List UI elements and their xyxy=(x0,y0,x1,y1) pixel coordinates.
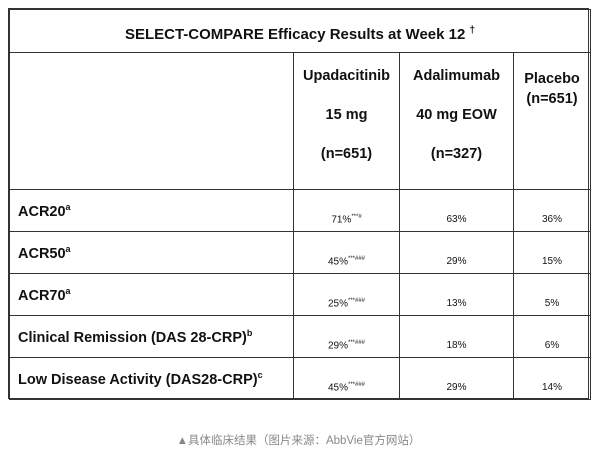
table-row: ACR50a 45%***### 29% 15% xyxy=(9,231,591,274)
cell-adalimumab: 13% xyxy=(399,273,514,316)
header-ada-n: (n=327) xyxy=(430,146,483,162)
significance-mark: ***### xyxy=(348,381,366,388)
header-upa-drug: Upadacitinib xyxy=(302,68,390,84)
cell-value: 71% xyxy=(331,214,352,225)
header-empty-cell xyxy=(9,52,294,190)
table-row: ACR70a 25%***### 13% 5% xyxy=(9,273,591,316)
header-upadacitinib: Upadacitinib 15 mg (n=651) xyxy=(293,52,400,190)
header-placebo: Placebo (n=651) xyxy=(513,52,591,190)
cell-adalimumab: 18% xyxy=(399,315,514,358)
header-upa-n: (n=651) xyxy=(320,146,373,162)
cell-upadacitinib: 29%***### xyxy=(293,315,400,358)
cell-upadacitinib: 25%***### xyxy=(293,273,400,316)
cell-placebo: 14% xyxy=(513,357,591,400)
row-footnote-mark: b xyxy=(246,327,253,338)
table-title-row: SELECT-COMPARE Efficacy Results at Week … xyxy=(9,9,591,53)
row-label: ACR70a xyxy=(9,273,294,316)
row-label-text: ACR50 xyxy=(18,245,66,262)
row-label: Clinical Remission (DAS 28-CRP)b xyxy=(9,315,294,358)
image-caption: ▲具体临床结果（图片来源：AbbVie官方网站） xyxy=(176,435,421,447)
table-title: SELECT-COMPARE Efficacy Results at Week … xyxy=(9,9,591,53)
cell-value: 25% xyxy=(327,298,348,309)
row-label-text: Low Disease Activity (DAS28-CRP) xyxy=(18,371,258,388)
cell-placebo: 36% xyxy=(513,189,591,232)
cell-upadacitinib: 45%***### xyxy=(293,231,400,274)
header-ada-dose: 40 mg EOW xyxy=(416,107,497,123)
significance-mark: ***### xyxy=(348,297,366,304)
cell-placebo: 15% xyxy=(513,231,591,274)
column-header-row: Upadacitinib 15 mg (n=651) Adalimumab 40… xyxy=(9,52,591,190)
header-adalimumab: Adalimumab 40 mg EOW (n=327) xyxy=(399,52,514,190)
significance-mark: ***### xyxy=(348,339,366,346)
cell-value: 45% xyxy=(327,256,348,267)
row-footnote-mark: a xyxy=(65,243,71,254)
row-footnote-mark: c xyxy=(257,369,263,380)
cell-placebo: 5% xyxy=(513,273,591,316)
row-label: Low Disease Activity (DAS28-CRP)c xyxy=(9,357,294,400)
cell-adalimumab: 29% xyxy=(399,357,514,400)
row-footnote-mark: a xyxy=(65,285,71,296)
header-ada-drug: Adalimumab xyxy=(412,68,500,84)
cell-upadacitinib: 71%***# xyxy=(293,189,400,232)
table-row: ACR20a 71%***# 63% 36% xyxy=(9,189,591,232)
header-pbo-n: (n=651) xyxy=(526,91,578,107)
significance-mark: ***### xyxy=(348,255,366,262)
row-label: ACR20a xyxy=(9,189,294,232)
row-footnote-mark: a xyxy=(65,201,71,212)
row-label-text: Clinical Remission (DAS 28-CRP) xyxy=(18,329,247,346)
header-pbo-name: Placebo xyxy=(524,71,580,87)
header-upa-dose: 15 mg xyxy=(325,107,368,123)
cell-value: 29% xyxy=(327,340,348,351)
table-title-text: SELECT-COMPARE Efficacy Results at Week … xyxy=(124,26,466,43)
cell-adalimumab: 63% xyxy=(399,189,514,232)
cell-placebo: 6% xyxy=(513,315,591,358)
significance-mark: ***# xyxy=(351,213,362,220)
row-label-text: ACR20 xyxy=(18,203,66,220)
cell-adalimumab: 29% xyxy=(399,231,514,274)
efficacy-table: SELECT-COMPARE Efficacy Results at Week … xyxy=(9,9,591,400)
row-label-text: ACR70 xyxy=(18,287,66,304)
efficacy-table-frame: SELECT-COMPARE Efficacy Results at Week … xyxy=(8,8,591,400)
table-row: Low Disease Activity (DAS28-CRP)c 45%***… xyxy=(9,357,591,400)
table-row: Clinical Remission (DAS 28-CRP)b 29%***#… xyxy=(9,315,591,358)
cell-value: 45% xyxy=(327,382,348,393)
cell-upadacitinib: 45%***### xyxy=(293,357,400,400)
title-dagger: † xyxy=(469,25,476,36)
row-label: ACR50a xyxy=(9,231,294,274)
